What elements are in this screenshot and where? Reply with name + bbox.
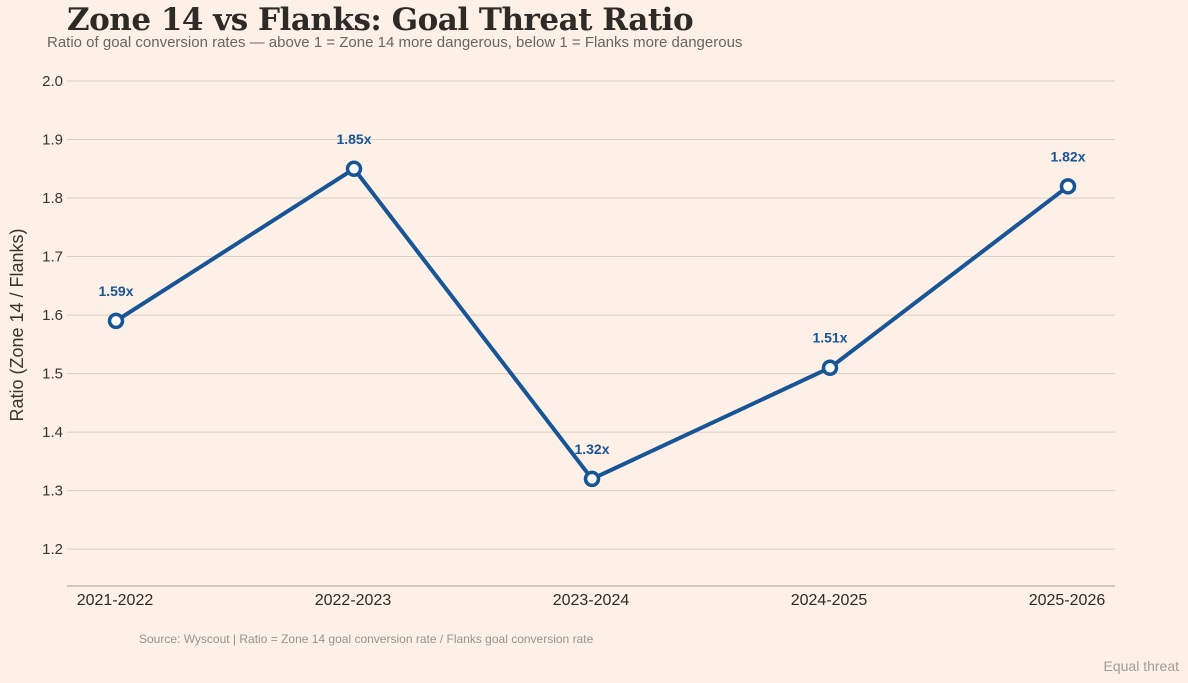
data-label: 1.82x xyxy=(1050,148,1085,164)
y-tick-label: 1.8 xyxy=(42,190,63,207)
y-tick-label: 1.2 xyxy=(42,541,63,558)
y-tick-label: 1.4 xyxy=(42,424,63,441)
x-tick-label: 2021-2022 xyxy=(77,592,154,609)
y-tick-label: 1.3 xyxy=(42,483,63,500)
data-label: 1.59x xyxy=(98,283,133,299)
series-line xyxy=(107,160,1077,488)
data-label: 1.32x xyxy=(574,441,609,457)
data-point[interactable] xyxy=(821,359,839,376)
y-tick-label: 1.6 xyxy=(42,307,63,324)
data-point[interactable] xyxy=(107,312,125,330)
data-label: 1.85x xyxy=(336,131,371,147)
data-label: 1.51x xyxy=(812,330,847,346)
data-point[interactable] xyxy=(345,160,363,178)
y-axis-label: Ratio (Zone 14 / Flanks) xyxy=(7,228,27,421)
data-labels: 1.59x 1.85x 1.32x 1.51x 1.82x xyxy=(98,131,1085,457)
equal-threat-note: Equal threat xyxy=(1103,658,1180,674)
chart-subtitle: Ratio of goal conversion rates — above 1… xyxy=(47,34,743,51)
x-tick-label: 2024-2025 xyxy=(791,592,868,609)
data-point[interactable] xyxy=(583,470,601,488)
y-tick-label: 1.5 xyxy=(42,366,63,383)
x-tick-label: 2023-2024 xyxy=(553,592,630,609)
x-tick-label: 2022-2023 xyxy=(315,592,392,609)
y-tick-label: 1.7 xyxy=(42,249,63,266)
data-point[interactable] xyxy=(1059,178,1077,195)
gridlines xyxy=(67,80,1115,550)
x-tick-labels: 2021-2022 2022-2023 2023-2024 2024-2025 2025… xyxy=(77,592,1106,609)
x-tick-label: 2025-2026 xyxy=(1029,592,1106,609)
chart-title: Zone 14 vs Flanks: Goal Threat Ratio xyxy=(67,2,694,38)
y-tick-label: 1.9 xyxy=(42,132,63,149)
source-note: Source: Wyscout | Ratio = Zone 14 goal c… xyxy=(139,632,594,646)
y-tick-label: 2.0 xyxy=(42,73,63,90)
y-tick-labels: 1.2 1.3 1.4 1.5 1.6 1.7 1.8 1.9 2.0 xyxy=(42,73,63,558)
